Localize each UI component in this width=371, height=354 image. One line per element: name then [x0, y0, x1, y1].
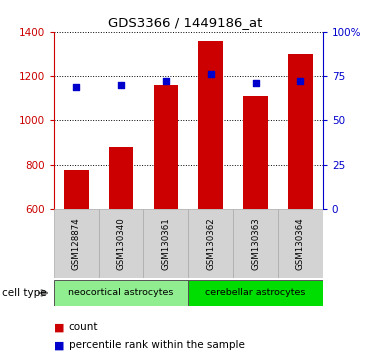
Text: count: count — [69, 322, 98, 332]
Text: GSM130363: GSM130363 — [251, 217, 260, 270]
Point — [208, 72, 214, 77]
Bar — [54, 280, 188, 306]
Text: cerebellar astrocytes: cerebellar astrocytes — [205, 289, 306, 297]
Text: GSM130340: GSM130340 — [116, 217, 125, 270]
Point — [118, 82, 124, 88]
Bar — [154, 85, 178, 209]
Bar — [278, 209, 323, 278]
Bar — [243, 96, 268, 209]
Point — [163, 79, 169, 84]
Bar — [144, 209, 188, 278]
Text: GSM128874: GSM128874 — [72, 217, 81, 270]
Text: ■: ■ — [54, 340, 64, 350]
Text: percentile rank within the sample: percentile rank within the sample — [69, 340, 244, 350]
Point — [73, 84, 79, 90]
Bar — [54, 209, 99, 278]
Text: GSM130361: GSM130361 — [161, 217, 170, 270]
Point — [253, 80, 259, 86]
Bar — [109, 147, 133, 209]
Bar — [188, 209, 233, 278]
Bar — [64, 170, 89, 209]
Bar — [198, 41, 223, 209]
Text: GDS3366 / 1449186_at: GDS3366 / 1449186_at — [108, 16, 263, 29]
Text: GSM130362: GSM130362 — [206, 217, 215, 270]
Text: ■: ■ — [54, 322, 64, 332]
Point — [298, 79, 303, 84]
Bar — [99, 209, 144, 278]
Text: cell type: cell type — [2, 288, 46, 298]
Bar — [233, 209, 278, 278]
Bar — [288, 54, 313, 209]
Text: GSM130364: GSM130364 — [296, 217, 305, 270]
Bar — [188, 280, 323, 306]
Text: neocortical astrocytes: neocortical astrocytes — [68, 289, 174, 297]
